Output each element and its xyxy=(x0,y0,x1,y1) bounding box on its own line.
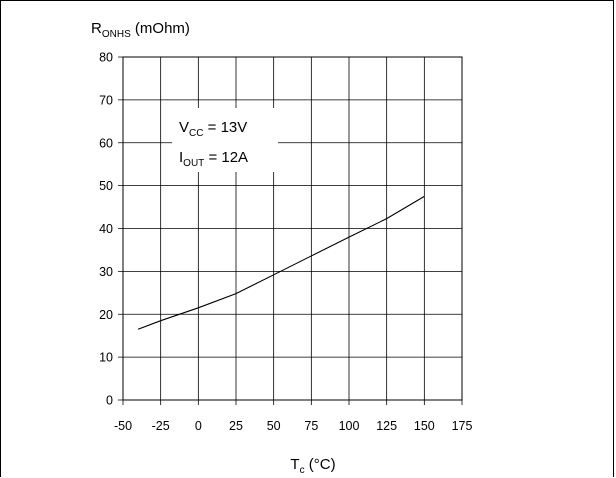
y-tick-label: 40 xyxy=(99,222,113,236)
x-axis-title: Tc (°C) xyxy=(290,456,335,476)
y-tick-label: 50 xyxy=(99,179,113,193)
plot-border xyxy=(122,56,463,401)
y-tick-label: 30 xyxy=(99,265,113,279)
annotation-vcc: VCC = 13V xyxy=(179,119,247,139)
grid-lines xyxy=(118,56,463,405)
x-tick-label: 125 xyxy=(376,419,397,433)
y-tick-label: 20 xyxy=(99,308,113,322)
x-tick-label: 175 xyxy=(452,419,473,433)
tick-labels: -50 -25 0 25 50 75 100 125 150 175 0 10 20 30 40 50 60 70… xyxy=(99,51,472,434)
y-axis-title: RONHS (mOhm) xyxy=(91,20,190,40)
y-tick-label: 10 xyxy=(99,351,113,365)
annotation-background xyxy=(172,108,278,172)
y-tick-label: 60 xyxy=(99,136,113,150)
x-tick-label: 25 xyxy=(229,419,243,433)
series-line xyxy=(137,195,425,330)
x-tick-label: 50 xyxy=(267,419,281,433)
annotation-iout: IOUT = 12A xyxy=(179,149,248,169)
y-tick-label: 80 xyxy=(99,51,113,65)
x-tick-label: 0 xyxy=(195,419,202,433)
y-tick-label: 0 xyxy=(106,394,113,408)
x-tick-label: -50 xyxy=(114,419,132,433)
x-tick-label: 75 xyxy=(304,419,318,433)
x-tick-label: -25 xyxy=(152,419,170,433)
x-tick-label: 100 xyxy=(339,419,360,433)
y-tick-label: 70 xyxy=(99,93,113,107)
x-tick-label: 150 xyxy=(414,419,435,433)
